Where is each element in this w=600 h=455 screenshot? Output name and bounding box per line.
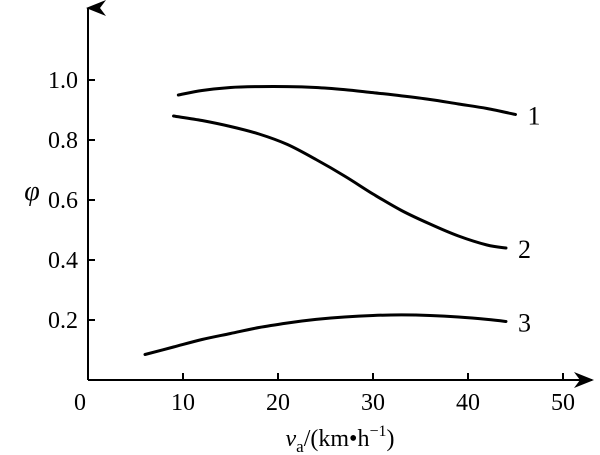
x-axis-label-sup: −1 xyxy=(369,423,386,440)
y-axis-label: φ xyxy=(24,176,40,207)
series-line-1 xyxy=(176,84,517,116)
x-tick-label: 40 xyxy=(456,390,480,416)
x-axis-label: va/(km•h−1) xyxy=(286,423,395,455)
x-axis-label-sub: a xyxy=(296,437,304,455)
series-line-2 xyxy=(172,114,508,250)
x-axis-label-close: ) xyxy=(386,426,394,452)
y-tick-label: 0.4 xyxy=(48,248,78,274)
x-tick-label: 30 xyxy=(361,390,385,416)
x-tick-label: 20 xyxy=(266,390,290,416)
y-tick-label: 0.6 xyxy=(48,188,78,214)
x-tick-label: 10 xyxy=(171,390,195,416)
series-label-1: 1 xyxy=(528,102,541,131)
y-tick-label: 0.2 xyxy=(48,308,78,334)
y-tick-label: 0.8 xyxy=(48,128,78,154)
x-tick-label: 0 xyxy=(74,390,86,416)
x-axis-label-unit: /(km•h xyxy=(304,426,370,452)
axis-ticks: 0 10 20 30 40 50 0.2 0.4 0.6 0.8 1.0 xyxy=(48,68,575,416)
series-line-3 xyxy=(143,313,508,356)
series-label-2: 2 xyxy=(518,235,531,264)
x-axis-label-var: v xyxy=(286,426,297,452)
series-group: 1 2 3 xyxy=(143,84,541,356)
series-label-3: 3 xyxy=(518,309,531,338)
x-tick-label: 50 xyxy=(551,390,575,416)
y-tick-label: 1.0 xyxy=(48,68,78,94)
